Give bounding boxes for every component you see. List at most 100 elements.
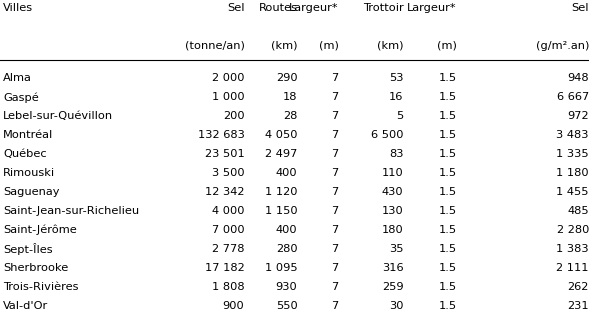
- Text: 7: 7: [332, 74, 339, 83]
- Text: 7: 7: [332, 301, 339, 311]
- Text: 262: 262: [568, 282, 589, 292]
- Text: 2 000: 2 000: [212, 74, 244, 83]
- Text: Saguenay: Saguenay: [3, 187, 59, 197]
- Text: 2 280: 2 280: [557, 225, 589, 235]
- Text: 1.5: 1.5: [438, 168, 456, 178]
- Text: 3 500: 3 500: [212, 168, 244, 178]
- Text: 1 383: 1 383: [557, 244, 589, 254]
- Text: 290: 290: [276, 74, 297, 83]
- Text: 83: 83: [389, 149, 403, 159]
- Text: 180: 180: [382, 225, 403, 235]
- Text: 6 667: 6 667: [557, 93, 589, 102]
- Text: 280: 280: [276, 244, 297, 254]
- Text: 400: 400: [276, 225, 297, 235]
- Text: 18: 18: [283, 93, 297, 102]
- Text: Rimouski: Rimouski: [3, 168, 55, 178]
- Text: 30: 30: [389, 301, 403, 311]
- Text: Trois-Rivières: Trois-Rivières: [3, 282, 78, 292]
- Text: 1 150: 1 150: [265, 206, 297, 216]
- Text: 28: 28: [283, 112, 297, 121]
- Text: 7: 7: [332, 263, 339, 273]
- Text: 7: 7: [332, 112, 339, 121]
- Text: 7: 7: [332, 225, 339, 235]
- Text: 7: 7: [332, 244, 339, 254]
- Text: 130: 130: [382, 206, 403, 216]
- Text: 6 500: 6 500: [371, 130, 403, 140]
- Text: 1 120: 1 120: [265, 187, 297, 197]
- Text: Sel: Sel: [227, 3, 244, 13]
- Text: Alma: Alma: [3, 74, 32, 83]
- Text: Sept-Îles: Sept-Îles: [3, 243, 52, 255]
- Text: 1.5: 1.5: [438, 130, 456, 140]
- Text: Saint-Jérôme: Saint-Jérôme: [3, 225, 77, 235]
- Text: 23 501: 23 501: [205, 149, 244, 159]
- Text: (tonne/an): (tonne/an): [184, 41, 244, 51]
- Text: 4 000: 4 000: [212, 206, 244, 216]
- Text: 400: 400: [276, 168, 297, 178]
- Text: 485: 485: [567, 206, 589, 216]
- Text: 316: 316: [382, 263, 403, 273]
- Text: 1 180: 1 180: [557, 168, 589, 178]
- Text: 1 335: 1 335: [557, 149, 589, 159]
- Text: Routes: Routes: [259, 3, 297, 13]
- Text: 7 000: 7 000: [212, 225, 244, 235]
- Text: 231: 231: [567, 301, 589, 311]
- Text: 12 342: 12 342: [205, 187, 244, 197]
- Text: 7: 7: [332, 130, 339, 140]
- Text: 2 497: 2 497: [265, 149, 297, 159]
- Text: Lebel-sur-Quévillon: Lebel-sur-Quévillon: [3, 112, 113, 121]
- Text: 2 111: 2 111: [557, 263, 589, 273]
- Text: Largeur*: Largeur*: [289, 3, 339, 13]
- Text: 900: 900: [223, 301, 244, 311]
- Text: (km): (km): [271, 41, 297, 51]
- Text: 1.5: 1.5: [438, 112, 456, 121]
- Text: 35: 35: [389, 244, 403, 254]
- Text: 1.5: 1.5: [438, 187, 456, 197]
- Text: 132 683: 132 683: [197, 130, 244, 140]
- Text: Villes: Villes: [3, 3, 33, 13]
- Text: 1 455: 1 455: [557, 187, 589, 197]
- Text: Saint-Jean-sur-Richelieu: Saint-Jean-sur-Richelieu: [3, 206, 139, 216]
- Text: 259: 259: [382, 282, 403, 292]
- Text: Québec: Québec: [3, 149, 47, 159]
- Text: 2 778: 2 778: [212, 244, 244, 254]
- Text: 1.5: 1.5: [438, 74, 456, 83]
- Text: 1 000: 1 000: [212, 93, 244, 102]
- Text: 110: 110: [382, 168, 403, 178]
- Text: 17 182: 17 182: [205, 263, 244, 273]
- Text: 7: 7: [332, 282, 339, 292]
- Text: 430: 430: [382, 187, 403, 197]
- Text: (g/m².an): (g/m².an): [535, 41, 589, 51]
- Text: 1.5: 1.5: [438, 301, 456, 311]
- Text: 1.5: 1.5: [438, 149, 456, 159]
- Text: 1.5: 1.5: [438, 93, 456, 102]
- Text: 16: 16: [389, 93, 403, 102]
- Text: 5: 5: [396, 112, 403, 121]
- Text: 53: 53: [389, 74, 403, 83]
- Text: 7: 7: [332, 206, 339, 216]
- Text: 550: 550: [276, 301, 297, 311]
- Text: (m): (m): [319, 41, 339, 51]
- Text: 1 808: 1 808: [212, 282, 244, 292]
- Text: Gaspé: Gaspé: [3, 92, 39, 103]
- Text: 930: 930: [276, 282, 297, 292]
- Text: Sel: Sel: [571, 3, 589, 13]
- Text: 7: 7: [332, 168, 339, 178]
- Text: 972: 972: [567, 112, 589, 121]
- Text: (km): (km): [377, 41, 403, 51]
- Text: Val-d'Or: Val-d'Or: [3, 301, 48, 311]
- Text: 1.5: 1.5: [438, 225, 456, 235]
- Text: 1.5: 1.5: [438, 263, 456, 273]
- Text: 7: 7: [332, 149, 339, 159]
- Text: Montréal: Montréal: [3, 130, 53, 140]
- Text: 7: 7: [332, 187, 339, 197]
- Text: 1 095: 1 095: [265, 263, 297, 273]
- Text: 948: 948: [567, 74, 589, 83]
- Text: 1.5: 1.5: [438, 282, 456, 292]
- Text: 200: 200: [223, 112, 244, 121]
- Text: Trottoir: Trottoir: [363, 3, 403, 13]
- Text: Largeur*: Largeur*: [407, 3, 456, 13]
- Text: Sherbrooke: Sherbrooke: [3, 263, 68, 273]
- Text: (m): (m): [436, 41, 456, 51]
- Text: 1.5: 1.5: [438, 244, 456, 254]
